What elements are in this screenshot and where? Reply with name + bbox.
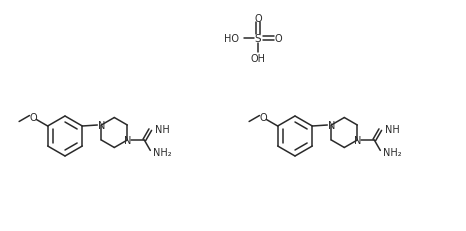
Text: NH₂: NH₂ — [153, 148, 172, 158]
Text: S: S — [255, 34, 261, 44]
Text: NH: NH — [155, 124, 170, 134]
Text: NH₂: NH₂ — [384, 148, 402, 158]
Text: N: N — [98, 121, 105, 131]
Text: HO: HO — [224, 34, 239, 44]
Text: NH: NH — [385, 124, 400, 134]
Text: O: O — [259, 113, 267, 123]
Text: O: O — [29, 113, 37, 123]
Text: N: N — [123, 135, 131, 145]
Text: O: O — [254, 13, 262, 23]
Text: OH: OH — [251, 54, 266, 64]
Text: N: N — [354, 135, 361, 145]
Text: N: N — [328, 121, 335, 131]
Text: O: O — [274, 34, 282, 44]
